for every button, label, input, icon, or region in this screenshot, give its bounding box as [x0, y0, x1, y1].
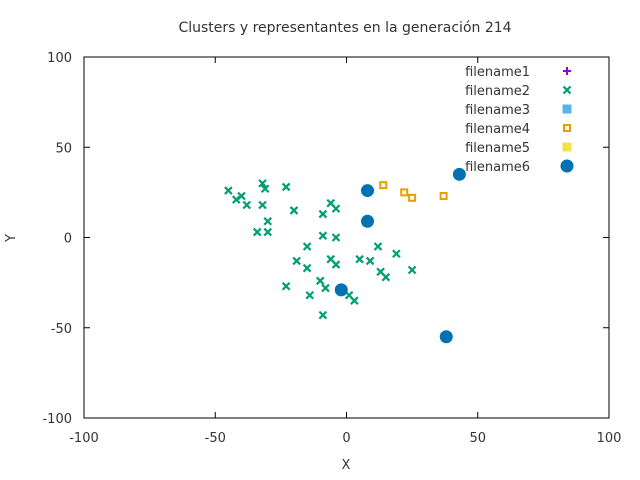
data-point [302, 242, 312, 251]
data-point [381, 272, 391, 282]
axis-ticks [83, 56, 610, 419]
series-filename6 [334, 167, 466, 344]
x-axis-label: X [342, 458, 351, 473]
data-point [439, 191, 448, 200]
data-point [331, 260, 341, 269]
data-point [224, 186, 233, 195]
legend-item: filename6 [465, 159, 574, 175]
data-point [237, 191, 246, 201]
data-point [365, 256, 375, 266]
data-point [252, 227, 262, 237]
data-point [281, 182, 291, 192]
data-point [260, 184, 270, 194]
data-point [361, 214, 374, 228]
data-point [231, 195, 241, 204]
data-point [318, 310, 328, 320]
data-point [373, 242, 383, 251]
data-point [439, 330, 453, 344]
data-point [407, 265, 417, 275]
data-point [263, 227, 273, 237]
x-tick-label: 0 [342, 431, 350, 446]
data-point [379, 181, 388, 190]
data-point [281, 281, 291, 291]
data-point [355, 254, 364, 264]
legend-marker [562, 85, 572, 95]
legend-marker [560, 159, 574, 173]
legend-label: filename2 [465, 84, 530, 99]
legend-item: filename5 [465, 141, 572, 156]
data-point [331, 204, 341, 213]
series-filename2 [224, 179, 417, 320]
x-tick-label: -100 [69, 431, 99, 446]
data-point [258, 179, 267, 188]
legend-item: filename4 [465, 122, 571, 137]
chart-title: Clusters y representantes en la generaci… [178, 20, 511, 36]
legend-item: filename3 [465, 103, 572, 118]
y-tick-label: 50 [55, 141, 72, 156]
series-filename4 [379, 181, 448, 202]
legend-marker [562, 104, 572, 114]
data-point [331, 233, 341, 242]
x-tick-label: -50 [205, 431, 226, 446]
data-point [263, 216, 273, 226]
data-point [334, 283, 348, 297]
data-point [302, 263, 312, 273]
legend-label: filename3 [465, 103, 530, 118]
data-point [258, 200, 267, 210]
y-tick-label: 100 [47, 51, 72, 66]
data-point [392, 249, 401, 259]
data-points [224, 167, 466, 344]
data-point [292, 256, 301, 266]
data-point [318, 209, 328, 219]
data-point [242, 200, 252, 210]
legend-label: filename4 [465, 122, 530, 137]
legend: filename1 filename2 filename3 filename4 file… [465, 65, 574, 175]
plot-area-border [83, 56, 610, 419]
data-point [318, 231, 328, 240]
data-point [400, 188, 409, 197]
data-point [305, 290, 315, 300]
data-point [321, 283, 330, 293]
y-tick-label: -100 [42, 412, 72, 427]
y-tick-label: 0 [64, 232, 72, 247]
data-point [408, 193, 417, 202]
data-point [361, 184, 374, 198]
legend-label: filename1 [465, 65, 530, 80]
x-tick-label: 50 [469, 431, 486, 446]
x-tick-label: 100 [597, 431, 622, 446]
legend-marker [562, 142, 572, 152]
legend-marker [563, 124, 571, 132]
data-point [350, 296, 359, 305]
legend-item: filename1 [465, 65, 571, 80]
legend-item: filename2 [465, 84, 572, 99]
axis-tick-labels: -100 -50 0 50 100 -100 -50 0 50 100 [42, 51, 621, 446]
legend-marker [563, 67, 571, 75]
data-point [315, 276, 325, 286]
data-point [452, 167, 466, 181]
legend-label: filename6 [465, 160, 530, 175]
legend-label: filename5 [465, 141, 530, 156]
data-point [289, 206, 299, 215]
y-tick-label: -50 [51, 322, 72, 337]
y-axis-label: Y [4, 234, 19, 243]
